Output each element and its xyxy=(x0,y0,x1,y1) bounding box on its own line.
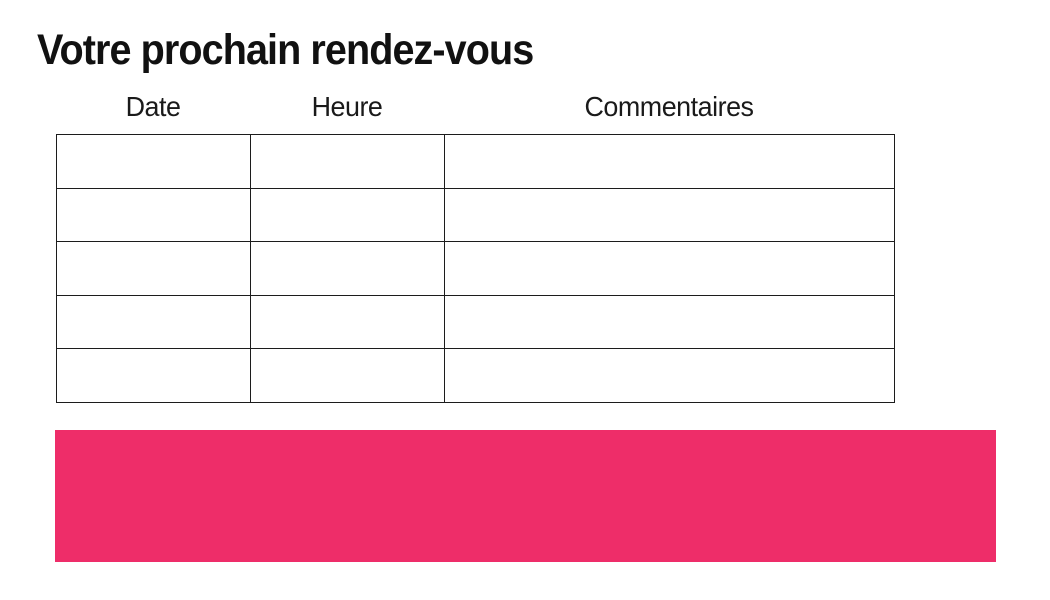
table-cell xyxy=(444,348,895,403)
table-cell xyxy=(444,187,895,243)
table-cell xyxy=(250,294,445,350)
table-cell xyxy=(250,241,445,296)
table-row xyxy=(56,348,895,403)
table-cell xyxy=(250,187,445,243)
table-header-row: Date Heure Commentaires xyxy=(56,91,894,123)
table-cell xyxy=(250,348,445,403)
column-header-commentaires: Commentaires xyxy=(584,91,754,122)
column-header-date: Date xyxy=(125,91,181,122)
promo-banner xyxy=(55,430,996,562)
table-row xyxy=(56,187,895,243)
appointment-table xyxy=(56,134,895,403)
table-row xyxy=(56,134,895,189)
table-cell xyxy=(56,241,251,296)
table-cell xyxy=(444,241,895,296)
table-cell xyxy=(56,294,251,350)
table-cell xyxy=(250,134,445,189)
table-cell xyxy=(56,187,251,243)
page-title: Votre prochain rendez-vous xyxy=(37,26,534,74)
table-cell xyxy=(444,134,895,189)
table-row xyxy=(56,294,895,350)
table-row xyxy=(56,241,895,296)
table-cell xyxy=(444,294,895,350)
table-cell xyxy=(56,134,251,189)
table-cell xyxy=(56,348,251,403)
column-header-heure: Heure xyxy=(311,91,383,122)
